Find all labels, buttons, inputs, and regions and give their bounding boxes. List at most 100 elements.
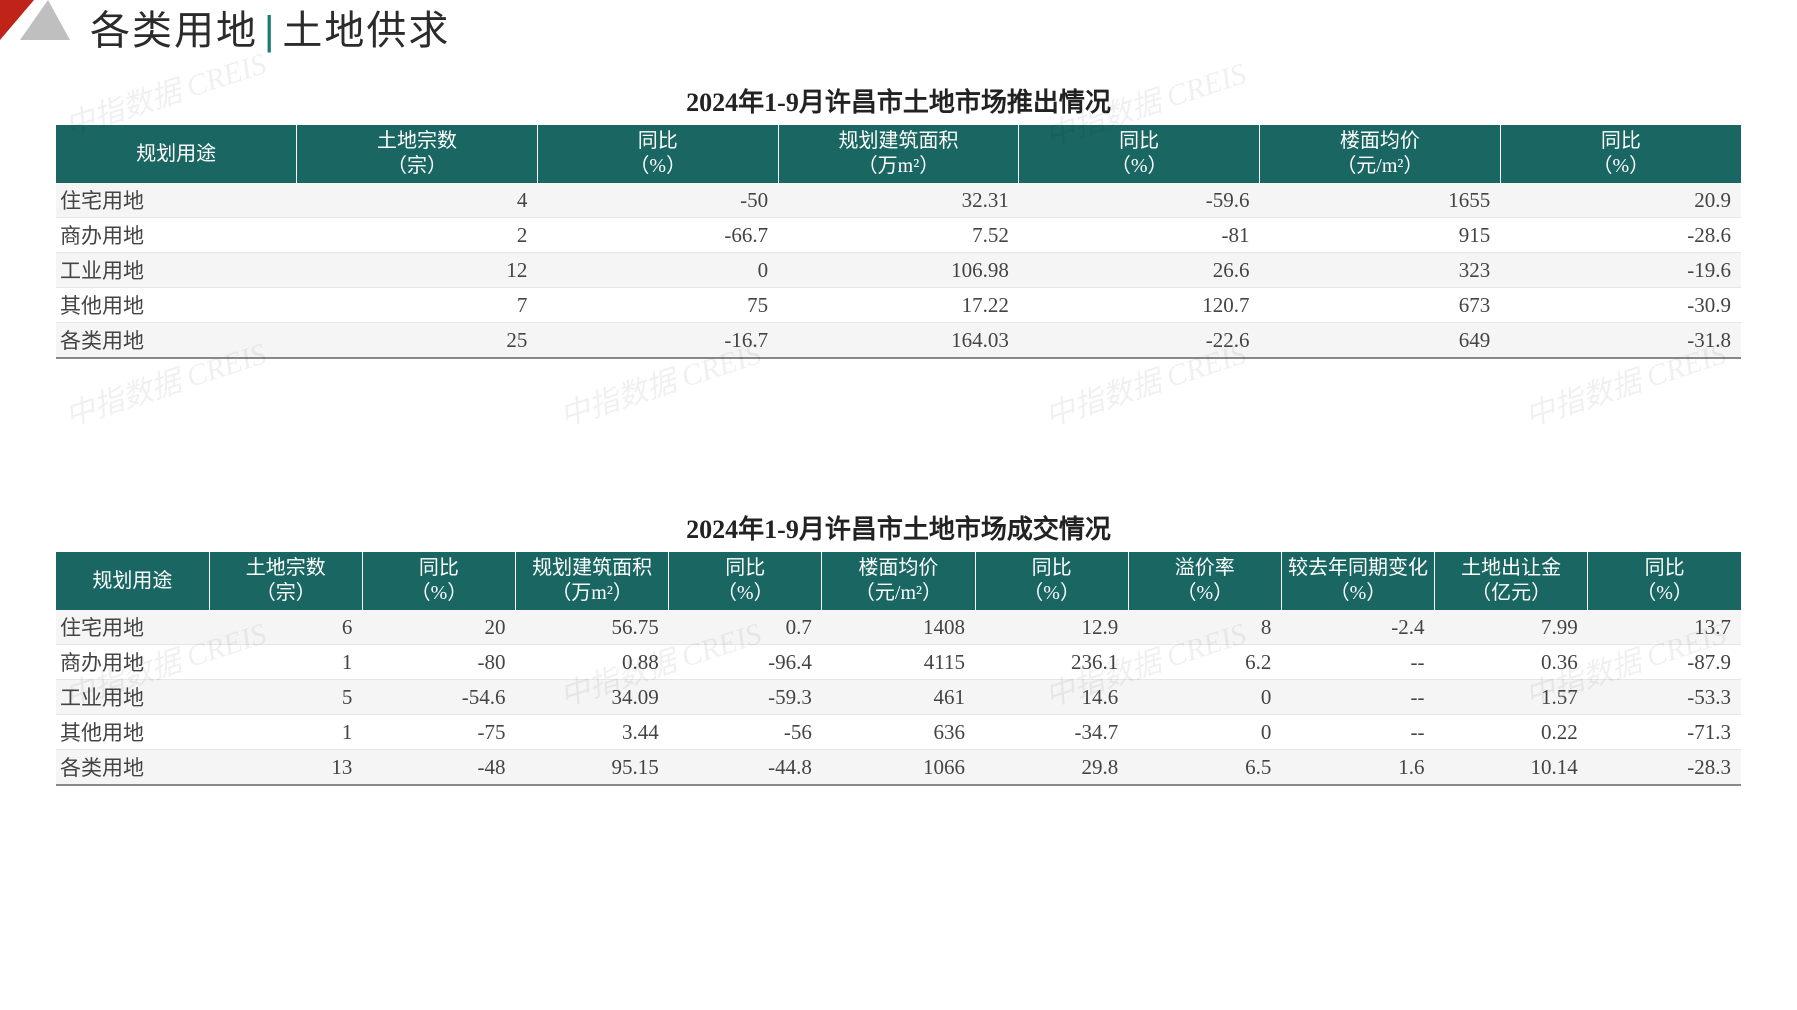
column-header: 同比（%） — [537, 125, 778, 183]
column-header: 同比（%） — [1500, 125, 1741, 183]
data-cell: -28.3 — [1588, 750, 1741, 786]
data-cell: 106.98 — [778, 253, 1019, 288]
data-cell: 1655 — [1260, 183, 1501, 218]
data-cell: 164.03 — [778, 323, 1019, 359]
table-row: 商办用地1-800.88-96.44115236.16.2--0.36-87.9 — [56, 645, 1741, 680]
table2: 规划用途土地宗数（宗）同比（%）规划建筑面积（万m²）同比（%）楼面均价（元/m… — [56, 552, 1741, 786]
data-cell: -16.7 — [537, 323, 778, 359]
column-header: 同比（%） — [1588, 552, 1741, 610]
data-cell: 8 — [1128, 610, 1281, 645]
data-cell: 1066 — [822, 750, 975, 786]
data-cell: -19.6 — [1500, 253, 1741, 288]
table-row: 商办用地2-66.77.52-81915-28.6 — [56, 218, 1741, 253]
row-label: 商办用地 — [56, 218, 297, 253]
data-cell: -- — [1281, 680, 1434, 715]
data-cell: 0.7 — [669, 610, 822, 645]
data-cell: 25 — [297, 323, 538, 359]
row-label: 各类用地 — [56, 750, 209, 786]
data-cell: -34.7 — [975, 715, 1128, 750]
row-label: 其他用地 — [56, 288, 297, 323]
data-cell: -87.9 — [1588, 645, 1741, 680]
data-cell: -80 — [362, 645, 515, 680]
column-header: 楼面均价（元/m²） — [822, 552, 975, 610]
column-header: 土地出让金（亿元） — [1435, 552, 1588, 610]
data-cell: -66.7 — [537, 218, 778, 253]
data-cell: 10.14 — [1435, 750, 1588, 786]
data-cell: 12.9 — [975, 610, 1128, 645]
data-cell: 13 — [209, 750, 362, 786]
content-area: 2024年1-9月许昌市土地市场推出情况 规划用途土地宗数（宗）同比（%）规划建… — [0, 54, 1797, 786]
data-cell: -50 — [537, 183, 778, 218]
page-title: 各类用地 | 土地供求 — [90, 0, 450, 56]
data-cell: 13.7 — [1588, 610, 1741, 645]
table-row: 各类用地25-16.7164.03-22.6649-31.8 — [56, 323, 1741, 359]
data-cell: 32.31 — [778, 183, 1019, 218]
data-cell: 0.88 — [516, 645, 669, 680]
data-cell: 26.6 — [1019, 253, 1260, 288]
data-cell: 6 — [209, 610, 362, 645]
column-header: 楼面均价（元/m²） — [1260, 125, 1501, 183]
data-cell: 0 — [1128, 680, 1281, 715]
data-cell: 636 — [822, 715, 975, 750]
data-cell: 236.1 — [975, 645, 1128, 680]
column-header: 规划用途 — [56, 125, 297, 183]
data-cell: 29.8 — [975, 750, 1128, 786]
data-cell: 12 — [297, 253, 538, 288]
column-header: 溢价率（%） — [1128, 552, 1281, 610]
data-cell: 3.44 — [516, 715, 669, 750]
data-cell: -31.8 — [1500, 323, 1741, 359]
table-row: 其他用地1-753.44-56636-34.70--0.22-71.3 — [56, 715, 1741, 750]
table1-title: 2024年1-9月许昌市土地市场推出情况 — [56, 82, 1741, 119]
data-cell: 95.15 — [516, 750, 669, 786]
data-cell: 120.7 — [1019, 288, 1260, 323]
row-label: 住宅用地 — [56, 610, 209, 645]
row-label: 工业用地 — [56, 253, 297, 288]
data-cell: 649 — [1260, 323, 1501, 359]
table-row: 住宅用地4-5032.31-59.6165520.9 — [56, 183, 1741, 218]
title-separator: | — [258, 9, 282, 54]
data-cell: 6.5 — [1128, 750, 1281, 786]
data-cell: 1 — [209, 715, 362, 750]
data-cell: 0.22 — [1435, 715, 1588, 750]
data-cell: 56.75 — [516, 610, 669, 645]
column-header: 较去年同期变化（%） — [1281, 552, 1434, 610]
data-cell: 673 — [1260, 288, 1501, 323]
column-header: 规划用途 — [56, 552, 209, 610]
data-cell: 1408 — [822, 610, 975, 645]
data-cell: 1.57 — [1435, 680, 1588, 715]
column-header: 同比（%） — [669, 552, 822, 610]
column-header: 规划建筑面积（万m²） — [778, 125, 1019, 183]
data-cell: 1 — [209, 645, 362, 680]
page-header: 各类用地 | 土地供求 — [0, 0, 1797, 54]
column-header: 同比（%） — [362, 552, 515, 610]
data-cell: -56 — [669, 715, 822, 750]
data-cell: 20.9 — [1500, 183, 1741, 218]
data-cell: 1.6 — [1281, 750, 1434, 786]
data-cell: 14.6 — [975, 680, 1128, 715]
data-cell: 461 — [822, 680, 975, 715]
data-cell: 7.99 — [1435, 610, 1588, 645]
table-row: 各类用地13-4895.15-44.8106629.86.51.610.14-2… — [56, 750, 1741, 786]
column-header: 同比（%） — [975, 552, 1128, 610]
data-cell: 20 — [362, 610, 515, 645]
data-cell: -54.6 — [362, 680, 515, 715]
data-cell: 0 — [1128, 715, 1281, 750]
row-label: 各类用地 — [56, 323, 297, 359]
data-cell: 7.52 — [778, 218, 1019, 253]
column-header: 土地宗数（宗） — [209, 552, 362, 610]
row-label: 住宅用地 — [56, 183, 297, 218]
data-cell: 0 — [537, 253, 778, 288]
title-left: 各类用地 — [90, 0, 258, 56]
data-cell: -59.3 — [669, 680, 822, 715]
row-label: 商办用地 — [56, 645, 209, 680]
column-header: 同比（%） — [1019, 125, 1260, 183]
table-row: 其他用地77517.22120.7673-30.9 — [56, 288, 1741, 323]
table1: 规划用途土地宗数（宗）同比（%）规划建筑面积（万m²）同比（%）楼面均价（元/m… — [56, 125, 1741, 359]
row-label: 其他用地 — [56, 715, 209, 750]
data-cell: 75 — [537, 288, 778, 323]
column-header: 土地宗数（宗） — [297, 125, 538, 183]
data-cell: 7 — [297, 288, 538, 323]
table2-header-row: 规划用途土地宗数（宗）同比（%）规划建筑面积（万m²）同比（%）楼面均价（元/m… — [56, 552, 1741, 610]
title-right: 土地供求 — [282, 0, 450, 56]
data-cell: -- — [1281, 645, 1434, 680]
